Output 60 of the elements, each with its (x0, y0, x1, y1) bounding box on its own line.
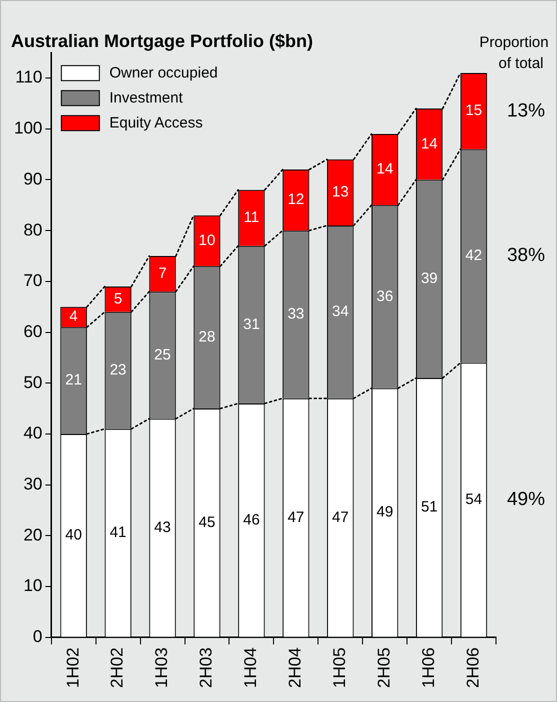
data-label: 10 (198, 232, 216, 249)
y-tick-label: 0 (32, 627, 42, 646)
data-label: 46 (243, 511, 260, 528)
x-tick-label: 2H05 (374, 647, 394, 688)
data-label: 43 (154, 518, 171, 536)
data-label: 11 (244, 209, 260, 226)
data-label: 25 (154, 346, 171, 364)
x-tick-label: 1H02 (63, 647, 82, 688)
data-label: 21 (65, 372, 82, 389)
data-label: 41 (110, 524, 126, 542)
data-label: 28 (198, 328, 216, 346)
data-label: 39 (420, 270, 438, 288)
data-label: 42 (465, 247, 482, 264)
data-label: 54 (465, 490, 482, 508)
legend-label: Equity Access (109, 114, 203, 132)
x-tick-label: 1H06 (418, 647, 438, 688)
y-tick-label: 50 (23, 372, 42, 392)
y-tick-label: 90 (23, 169, 42, 188)
data-label: 7 (158, 264, 167, 282)
legend-label: Owner occupied (109, 64, 218, 82)
chart-title: Australian Mortgage Portfolio ($bn) (11, 30, 314, 51)
y-tick-label: 110 (15, 68, 42, 87)
x-tick-label: 2H03 (196, 647, 216, 688)
data-label: 40 (65, 526, 82, 544)
y-tick-label: 80 (23, 220, 42, 240)
y-tick-label: 100 (14, 118, 42, 138)
x-tick-label: 2H04 (286, 647, 305, 688)
data-label: 33 (288, 306, 304, 323)
data-label: 51 (420, 498, 438, 516)
data-label: 47 (332, 508, 349, 526)
data-label: 31 (243, 316, 260, 333)
data-label: 47 (288, 508, 304, 526)
text: 49% (506, 489, 546, 510)
annotation: Proportion of total (479, 34, 549, 72)
x-tick-label: 1H03 (152, 647, 172, 688)
data-label: 12 (288, 191, 304, 208)
x-tick-label: 1H04 (241, 647, 260, 688)
y-tick-label: 20 (23, 525, 42, 544)
x-tick-label: 2H02 (108, 647, 127, 688)
y-tick-label: 30 (23, 474, 42, 494)
x-tick-label: 1H05 (330, 647, 350, 688)
legend-label: Investment (109, 90, 184, 107)
data-label: 45 (198, 514, 216, 531)
y-tick-label: 70 (23, 271, 42, 290)
data-label: 14 (376, 160, 394, 178)
x-tick-label: 2H06 (463, 647, 482, 688)
data-label: 15 (465, 102, 482, 120)
y-tick-label: 10 (23, 576, 42, 596)
y-tick-label: 40 (23, 424, 42, 443)
data-label: 5 (114, 290, 122, 308)
data-label: 4 (69, 308, 78, 326)
text: 13% (506, 100, 546, 122)
text: 38% (506, 245, 546, 266)
data-label: 13 (332, 184, 349, 201)
data-label: 23 (110, 362, 126, 379)
data-label: 34 (332, 303, 349, 320)
data-label: 14 (420, 135, 438, 152)
data-label: 36 (376, 288, 394, 305)
data-label: 49 (376, 504, 394, 521)
y-tick-label: 60 (23, 322, 42, 341)
